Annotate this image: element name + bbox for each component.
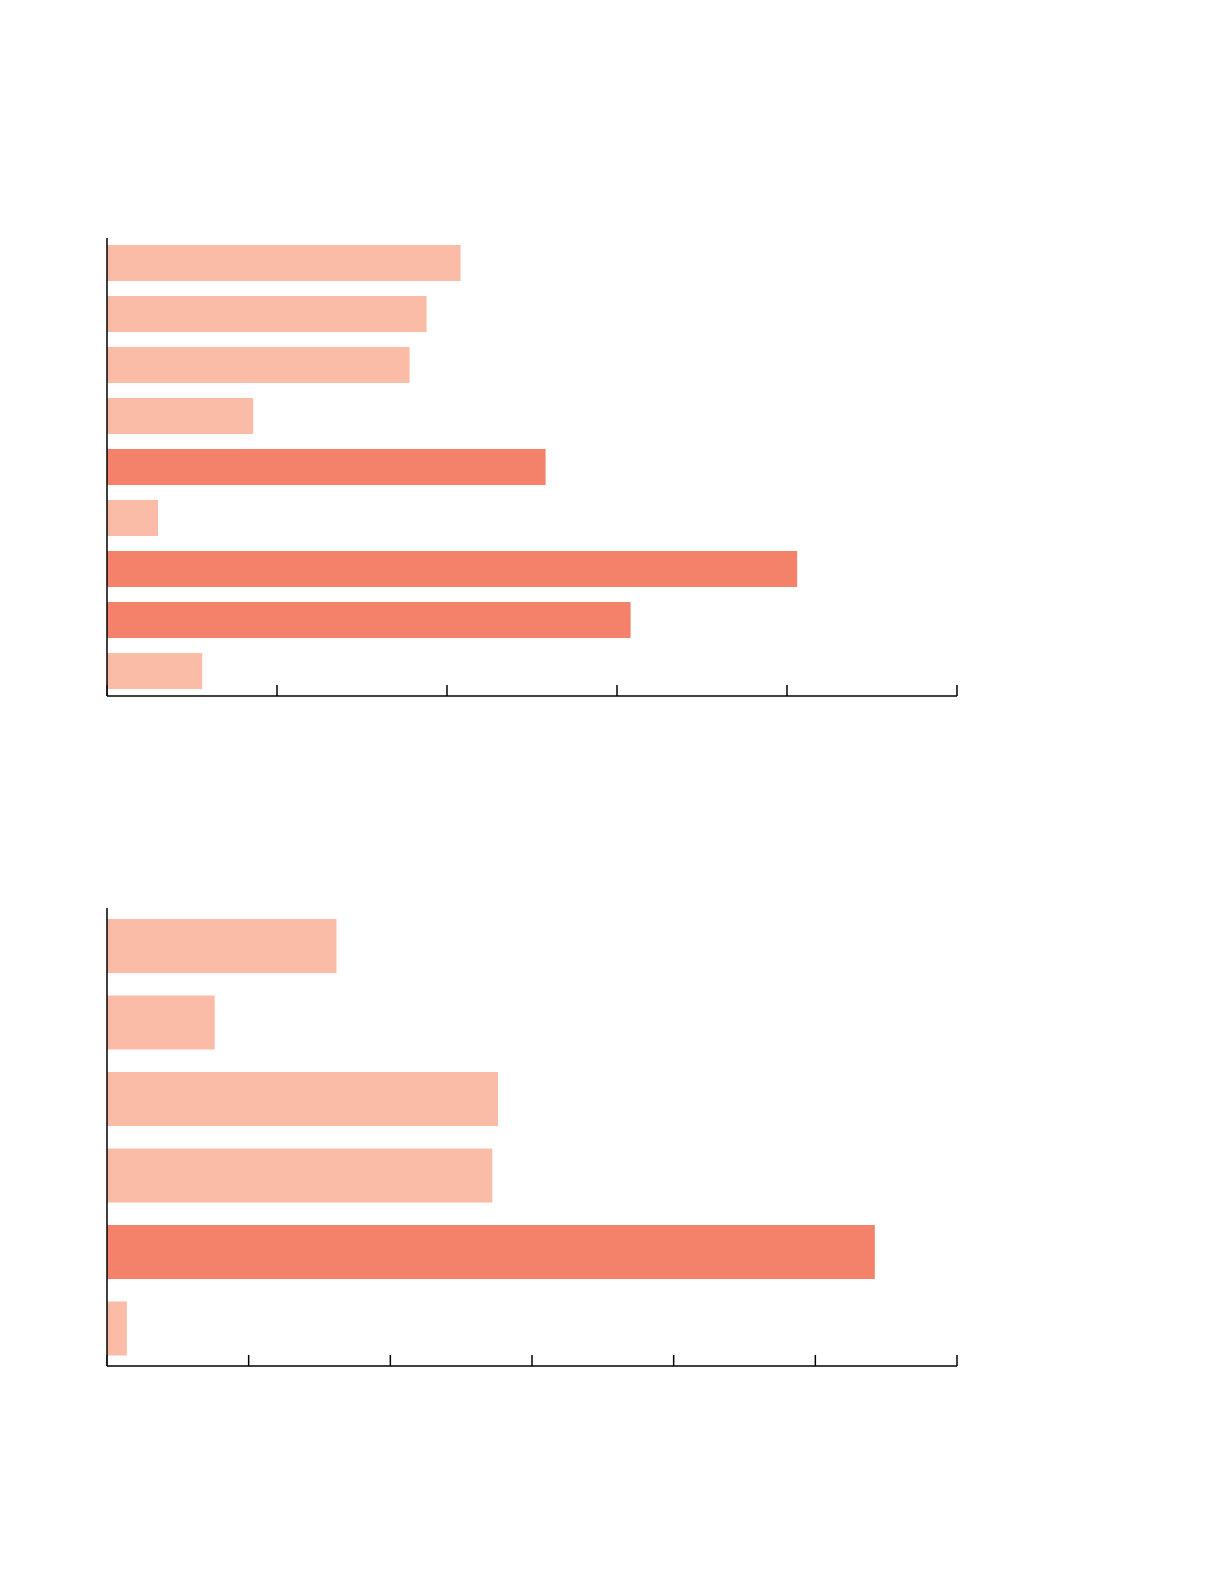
bar [107, 1225, 875, 1279]
bar [107, 653, 203, 689]
bar [107, 551, 798, 587]
bar [107, 245, 461, 281]
bar [107, 602, 631, 638]
bar [107, 449, 546, 485]
bar [107, 1148, 493, 1203]
bar [107, 347, 410, 383]
bar [107, 500, 158, 536]
bar [107, 1301, 127, 1356]
bar [107, 919, 337, 973]
bar [107, 1072, 498, 1126]
bar [107, 398, 254, 434]
bar [107, 995, 215, 1050]
bar [107, 296, 427, 332]
